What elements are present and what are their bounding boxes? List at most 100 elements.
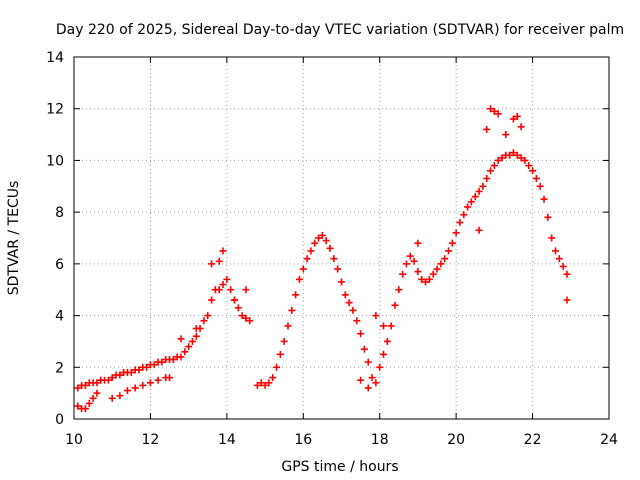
data-point xyxy=(509,149,517,157)
y-axis: 0 2 4 6 8 10 12 14 xyxy=(46,50,609,428)
data-point xyxy=(490,162,498,170)
data-point xyxy=(406,252,414,260)
data-point xyxy=(471,193,479,201)
data-point xyxy=(322,237,330,245)
data-point xyxy=(108,374,116,382)
data-point xyxy=(487,105,495,113)
data-point xyxy=(360,345,368,353)
data-point xyxy=(494,156,502,164)
data-point xyxy=(357,376,365,384)
data-point xyxy=(215,257,223,265)
data-point xyxy=(124,387,131,395)
data-point xyxy=(353,317,361,325)
data-point xyxy=(368,374,376,382)
data-point xyxy=(81,405,89,413)
data-point xyxy=(315,234,323,242)
data-point xyxy=(487,167,495,175)
y-tick-label: 2 xyxy=(55,360,64,376)
data-point xyxy=(215,286,223,294)
data-point xyxy=(502,131,510,139)
data-point xyxy=(437,260,445,268)
data-point xyxy=(185,343,193,351)
data-point xyxy=(166,374,174,382)
data-point xyxy=(448,239,456,247)
data-point xyxy=(544,213,552,221)
data-point xyxy=(146,379,154,387)
x-tick-label: 22 xyxy=(524,432,542,448)
data-points xyxy=(74,105,571,413)
data-point xyxy=(273,363,281,371)
x-tick-label: 12 xyxy=(142,432,160,448)
grid xyxy=(74,57,609,419)
data-point xyxy=(74,384,82,392)
data-point xyxy=(552,247,559,255)
data-point xyxy=(284,322,292,330)
plot-frame xyxy=(73,56,610,420)
data-point xyxy=(433,265,441,273)
data-point xyxy=(242,286,250,294)
data-point xyxy=(139,381,147,389)
data-point xyxy=(292,291,300,299)
data-point xyxy=(143,363,151,371)
data-point xyxy=(219,281,227,289)
data-point xyxy=(74,402,82,410)
data-point xyxy=(108,394,116,402)
data-point xyxy=(402,260,410,268)
data-point xyxy=(93,389,101,397)
data-point xyxy=(529,167,537,175)
data-point xyxy=(460,211,468,219)
y-tick-label: 12 xyxy=(46,102,64,118)
data-point xyxy=(418,275,426,283)
data-point xyxy=(391,301,399,309)
data-point xyxy=(326,244,334,252)
data-point xyxy=(227,286,235,294)
data-point xyxy=(150,361,158,369)
data-point xyxy=(234,304,242,312)
y-tick-label: 10 xyxy=(46,153,64,169)
data-point xyxy=(276,350,284,358)
data-point xyxy=(513,112,521,120)
data-point xyxy=(116,392,124,400)
data-point xyxy=(208,296,216,304)
data-point xyxy=(238,312,246,320)
x-tick-label: 20 xyxy=(447,432,465,448)
data-point xyxy=(467,198,475,206)
data-point xyxy=(223,275,231,283)
data-point xyxy=(494,110,502,118)
data-point xyxy=(299,265,307,273)
chart-title: Day 220 of 2025, Sidereal Day-to-day VTE… xyxy=(56,22,624,38)
y-tick-label: 0 xyxy=(55,412,64,428)
y-tick-label: 8 xyxy=(55,205,64,221)
data-point xyxy=(93,379,101,387)
data-point xyxy=(204,312,212,320)
x-tick-label: 24 xyxy=(600,432,618,448)
data-point xyxy=(334,265,342,273)
data-point xyxy=(380,350,388,358)
data-point xyxy=(475,226,483,234)
data-point xyxy=(372,379,380,387)
data-point xyxy=(513,151,521,159)
data-point xyxy=(456,218,464,226)
data-point xyxy=(135,366,143,374)
data-point xyxy=(192,332,200,340)
data-point xyxy=(483,175,491,183)
data-point xyxy=(517,123,525,131)
data-point xyxy=(89,394,97,402)
data-point xyxy=(81,381,89,389)
data-point xyxy=(376,363,384,371)
data-point xyxy=(158,358,166,366)
data-point xyxy=(490,107,498,115)
data-point xyxy=(338,278,345,286)
data-point xyxy=(445,247,452,255)
y-tick-label: 4 xyxy=(55,309,64,325)
data-point xyxy=(425,275,433,283)
data-point xyxy=(364,384,372,392)
x-axis-label: GPS time / hours xyxy=(281,459,398,475)
data-point xyxy=(116,371,124,379)
data-point xyxy=(269,374,277,382)
x-tick-label: 16 xyxy=(294,432,312,448)
data-point xyxy=(399,270,407,278)
data-point xyxy=(475,187,483,195)
data-point xyxy=(559,262,567,270)
